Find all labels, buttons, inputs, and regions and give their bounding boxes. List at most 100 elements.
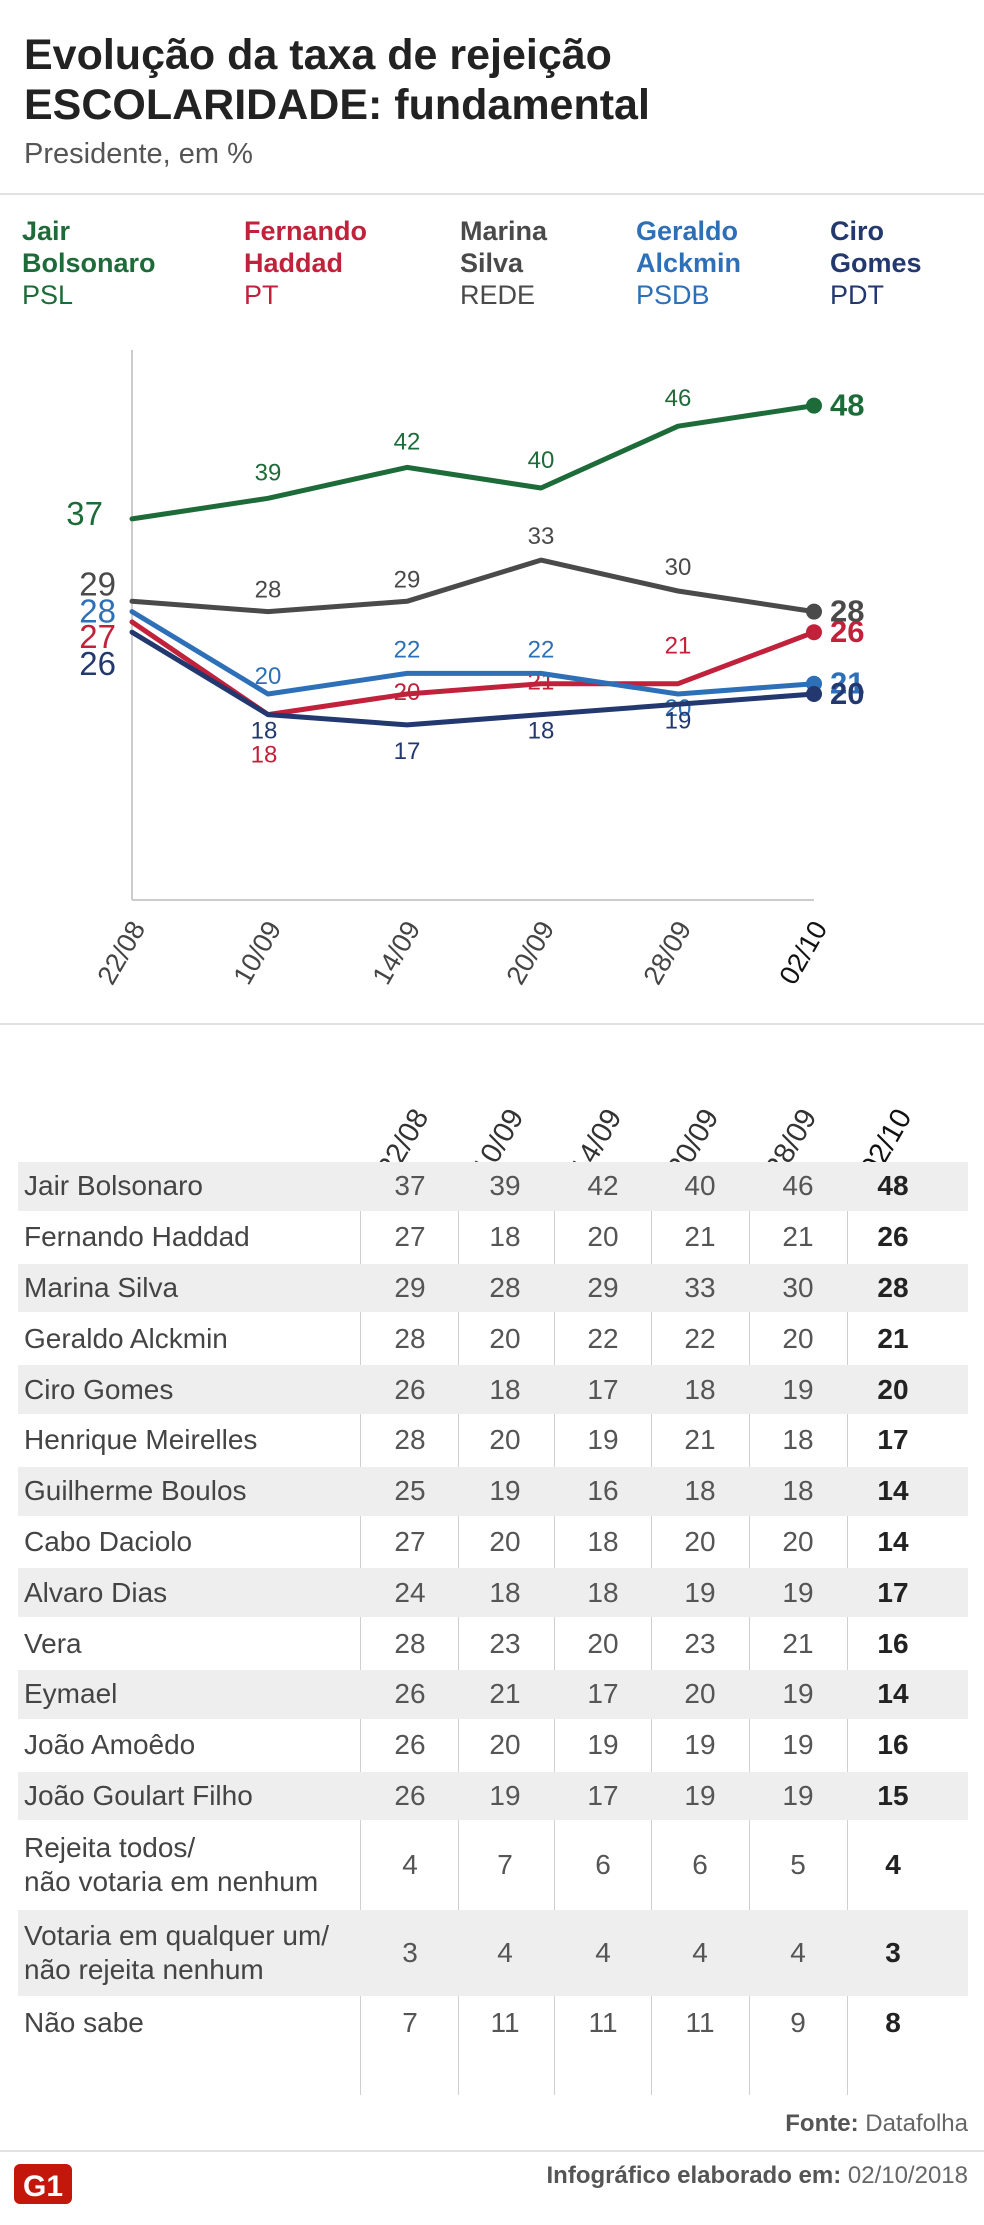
- x-tick-label: 22/08: [91, 916, 151, 990]
- table-cell: 20: [489, 1525, 521, 1557]
- table-row-label-line: Vera: [24, 1627, 82, 1659]
- source-note: Fonte: Datafolha: [785, 2110, 968, 2138]
- data-label: 27: [79, 618, 116, 655]
- table-row-label-line: Guilherme Boulos: [24, 1475, 247, 1507]
- data-label-final: 28: [830, 594, 864, 629]
- table-cell: 40: [684, 1170, 716, 1202]
- table-cell: 28: [394, 1322, 426, 1354]
- table-column-divider: [651, 1162, 652, 2096]
- table-cell: 21: [684, 1424, 716, 1456]
- table-cell: 26: [394, 1678, 426, 1710]
- table-cell: 17: [587, 1779, 619, 1811]
- table-cell: 22: [587, 1322, 619, 1354]
- table-cell: 11: [588, 2006, 618, 2038]
- table-cell: 17: [587, 1678, 619, 1710]
- chart-table-divider: [0, 1023, 984, 1025]
- data-label: 17: [394, 738, 421, 765]
- data-label: 19: [665, 707, 692, 734]
- table-cell: 20: [877, 1373, 909, 1405]
- table-cell: 33: [684, 1271, 716, 1303]
- table-cell: 48: [877, 1170, 909, 1202]
- data-label: 26: [79, 645, 116, 682]
- legend-party: PT: [244, 280, 279, 310]
- table-cell: 18: [489, 1373, 521, 1405]
- table-row: Não sabe 7 11 11 11 9 8: [18, 1998, 968, 2047]
- table-cell: 17: [587, 1373, 619, 1405]
- table-cell: 20: [684, 1678, 716, 1710]
- table-row: Jair Bolsonaro 37 39 42 40 46 48: [18, 1162, 968, 1211]
- data-label: 18: [251, 718, 278, 745]
- table-cell: 17: [877, 1576, 909, 1608]
- table-row: João Amoêdo 26 20 19 19 19 16: [18, 1721, 968, 1770]
- data-label: 33: [528, 523, 555, 550]
- table-cell: 9: [790, 2006, 806, 2038]
- table-cell: 27: [394, 1221, 426, 1253]
- table-row: Cabo Daciolo 27 20 18 20 20 14: [18, 1518, 968, 1567]
- table-cell: 4: [497, 1937, 513, 1969]
- table-cell: 7: [402, 2006, 418, 2038]
- table-cell: 3: [402, 1937, 418, 1969]
- legend-item: Marina Silva REDE: [460, 215, 600, 311]
- data-label: 28: [255, 577, 282, 604]
- table-row-label-line: Henrique Meirelles: [24, 1424, 258, 1456]
- table-cell: 20: [587, 1221, 619, 1253]
- table-cell: 7: [497, 1849, 513, 1881]
- table-row: Alvaro Dias 24 18 18 19 19 17: [18, 1568, 968, 1618]
- data-label-final: 26: [830, 614, 864, 649]
- table-cell: 27: [394, 1525, 426, 1557]
- table-cell: 19: [782, 1373, 814, 1405]
- line-chart: 22/08 10/09 14/09 20/09 28/09 02/10 37 39 42 40 46…: [66, 350, 864, 990]
- table-cell: 24: [394, 1576, 426, 1608]
- end-point-marker: [806, 624, 822, 641]
- table-row-label: Henrique Meirelles: [24, 1423, 257, 1457]
- data-label: 42: [394, 428, 421, 455]
- table-cell: 29: [587, 1271, 619, 1303]
- legend-party: REDE: [460, 280, 536, 310]
- legend-candidate-name: Marina Silva: [460, 216, 548, 278]
- table-cell: 18: [684, 1475, 716, 1507]
- end-point-marker: [806, 686, 822, 702]
- table-row: Fernando Haddad 27 18 20 21 21 26: [18, 1213, 968, 1262]
- series-line: [129, 629, 817, 728]
- table-cell: 19: [782, 1576, 814, 1608]
- table-row-label: João Goulart Filho: [24, 1779, 253, 1813]
- table-cell: 17: [877, 1424, 909, 1456]
- table-row-label: Jair Bolsonaro: [24, 1169, 203, 1203]
- table-cell: 28: [394, 1627, 426, 1659]
- table-cell: 19: [684, 1576, 716, 1608]
- legend-item: Geraldo Alckmin PSDB: [636, 215, 776, 311]
- table-row: Rejeita todos/não votaria em nenhum 4 7 6 6 5…: [18, 1822, 968, 1908]
- table-column-divider: [554, 1162, 555, 2096]
- table-row: Guilherme Boulos 25 19 16 18 18 14: [18, 1466, 968, 1516]
- table-cell: 18: [684, 1373, 716, 1405]
- data-label: 21: [665, 633, 692, 660]
- table-column-divider: [749, 1162, 750, 2096]
- table-row-label-line: Eymael: [24, 1678, 118, 1710]
- x-tick-label: 14/09: [366, 916, 426, 990]
- table-cell: 23: [489, 1627, 521, 1659]
- data-label: 30: [665, 554, 692, 581]
- data-label: 28: [79, 593, 116, 630]
- table-row-label: Rejeita todos/não votaria em nenhum: [24, 1831, 318, 1899]
- data-label: 20: [255, 663, 282, 690]
- table-row-label-line: Votaria em qualquer um/: [24, 1920, 330, 1952]
- x-tick-label: 02/10: [773, 916, 833, 990]
- credit-value: 02/10/2018: [847, 2162, 968, 2189]
- series-line: [129, 403, 817, 522]
- end-point-marker: [806, 603, 822, 620]
- table-column-divider: [847, 1162, 848, 2096]
- table-row-label-line: João Amoêdo: [24, 1729, 196, 1761]
- table-cell: 18: [587, 1525, 619, 1557]
- table-cell: 21: [489, 1678, 521, 1710]
- data-label-final: 20: [830, 676, 864, 711]
- table-row-label: João Amoêdo: [24, 1728, 195, 1762]
- table-cell: 14: [877, 1678, 909, 1710]
- table-cell: 20: [782, 1322, 814, 1354]
- credit-label: Infográfico elaborado em:: [546, 2162, 842, 2189]
- legend-item: Jair Bolsonaro PSL: [22, 215, 162, 311]
- data-label: 18: [528, 718, 555, 745]
- table-cell: 18: [489, 1576, 521, 1608]
- data-label: 29: [394, 566, 421, 593]
- table-cell: 18: [782, 1424, 814, 1456]
- data-label: 46: [665, 385, 692, 412]
